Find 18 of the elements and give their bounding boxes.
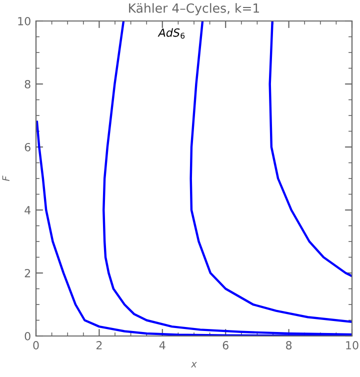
x-tick-label: 8 — [286, 341, 292, 350]
x-tick-label: 10 — [346, 341, 358, 350]
line-series — [268, 21, 352, 278]
y-tick-label: 0 — [24, 332, 30, 340]
x-tick-label: 4 — [159, 341, 166, 350]
x-axis-title: x — [190, 362, 197, 368]
x-tick-label: 2 — [96, 341, 102, 350]
x-tick-label: 0 — [33, 341, 39, 350]
chart-title: Kähler 4–Cycles, k=1 — [129, 3, 260, 16]
y-tick-label: 4 — [24, 206, 31, 214]
line-series — [190, 21, 352, 323]
y-tick-label: 8 — [24, 80, 30, 88]
y-tick-label: 10 — [18, 16, 30, 26]
y-tick-label: 2 — [24, 268, 30, 278]
y-axis-title: F — [2, 176, 10, 182]
y-tick-label: 6 — [24, 142, 30, 152]
annotation: AdS$_{6}$ — [158, 28, 185, 39]
x-tick-label: 6 — [222, 341, 228, 350]
